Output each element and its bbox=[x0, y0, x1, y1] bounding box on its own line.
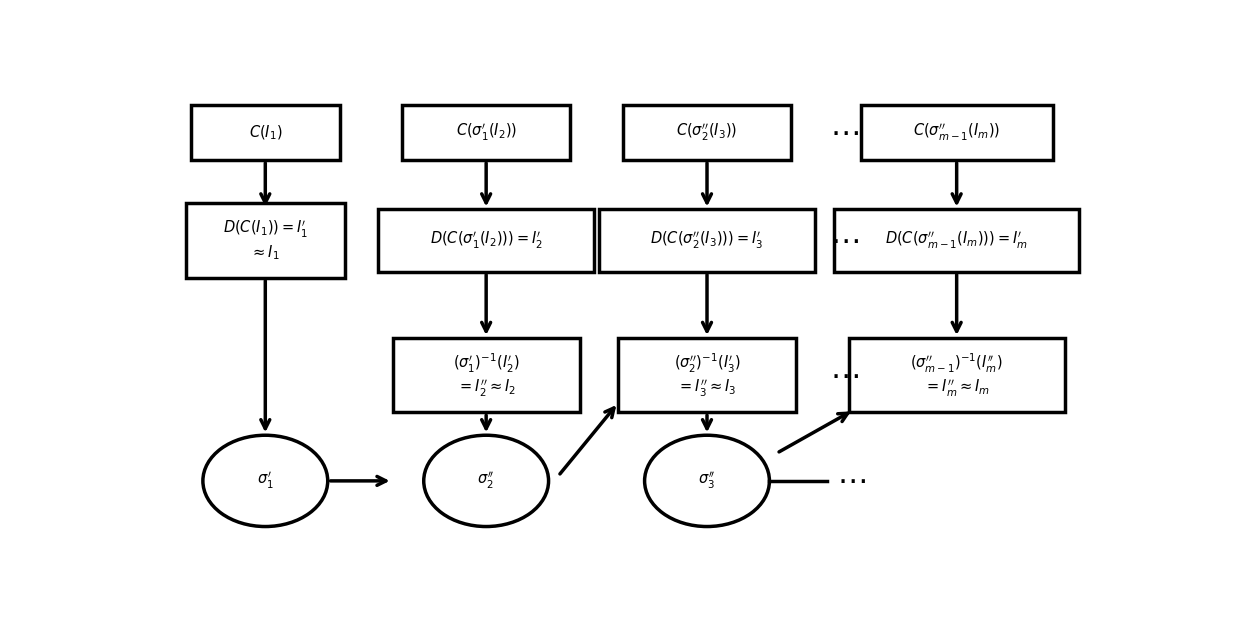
FancyBboxPatch shape bbox=[186, 203, 344, 278]
FancyBboxPatch shape bbox=[849, 338, 1064, 412]
FancyBboxPatch shape bbox=[861, 105, 1053, 160]
FancyBboxPatch shape bbox=[393, 338, 580, 412]
Text: $D(C(\sigma_{m-1}''(I_m))) = I_m'$: $D(C(\sigma_{m-1}''(I_m))) = I_m'$ bbox=[886, 230, 1028, 251]
Text: $C(\sigma_{m-1}''(I_m))$: $C(\sigma_{m-1}''(I_m))$ bbox=[913, 122, 1000, 143]
FancyBboxPatch shape bbox=[834, 210, 1079, 272]
FancyBboxPatch shape bbox=[598, 210, 815, 272]
Text: $D(C(I_1)) = I_1'$
$\approx I_1$: $D(C(I_1)) = I_1'$ $\approx I_1$ bbox=[223, 220, 309, 262]
Text: $\cdots$: $\cdots$ bbox=[830, 226, 859, 255]
Text: $\cdots$: $\cdots$ bbox=[830, 118, 859, 147]
Text: $D(C(\sigma_2''(I_3))) = I_3'$: $D(C(\sigma_2''(I_3))) = I_3'$ bbox=[650, 230, 763, 251]
Text: $(\sigma_{m-1}'')^{-1}(I_m'')$
$= I_m'' \approx I_m$: $(\sigma_{m-1}'')^{-1}(I_m'')$ $= I_m'' … bbox=[911, 351, 1004, 399]
FancyBboxPatch shape bbox=[403, 105, 570, 160]
Text: $C(\sigma_2''(I_3))$: $C(\sigma_2''(I_3))$ bbox=[676, 122, 737, 143]
Text: $\cdots$: $\cdots$ bbox=[830, 361, 859, 389]
Text: $\sigma_1'$: $\sigma_1'$ bbox=[256, 470, 274, 492]
Text: $D(C(\sigma_1'(I_2))) = I_2'$: $D(C(\sigma_1'(I_2))) = I_2'$ bbox=[430, 230, 543, 251]
Text: $\cdots$: $\cdots$ bbox=[836, 466, 866, 495]
FancyBboxPatch shape bbox=[623, 105, 790, 160]
Text: $C(\sigma_1'(I_2))$: $C(\sigma_1'(I_2))$ bbox=[456, 122, 517, 143]
Ellipse shape bbox=[644, 436, 769, 527]
Ellipse shape bbox=[203, 436, 327, 527]
FancyBboxPatch shape bbox=[191, 105, 339, 160]
Text: $(\sigma_2'')^{-1}(I_3')$
$= I_3'' \approx I_3$: $(\sigma_2'')^{-1}(I_3')$ $= I_3'' \appr… bbox=[674, 351, 741, 399]
FancyBboxPatch shape bbox=[378, 210, 595, 272]
Text: $C(I_1)$: $C(I_1)$ bbox=[249, 124, 282, 142]
Ellipse shape bbox=[424, 436, 549, 527]
Text: $\sigma_2''$: $\sigma_2''$ bbox=[477, 470, 494, 492]
FancyBboxPatch shape bbox=[618, 338, 795, 412]
Text: $\sigma_3''$: $\sigma_3''$ bbox=[699, 470, 716, 492]
Text: $(\sigma_1')^{-1}(I_2')$
$= I_2'' \approx I_2$: $(\sigma_1')^{-1}(I_2')$ $= I_2'' \appro… bbox=[452, 351, 519, 399]
